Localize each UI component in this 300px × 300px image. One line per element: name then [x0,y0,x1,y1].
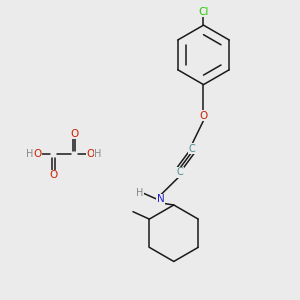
Text: Cl: Cl [198,7,209,17]
Text: H: H [94,149,102,160]
Text: H: H [136,188,143,198]
Text: O: O [86,149,95,160]
Text: C: C [188,143,195,154]
Text: O: O [33,149,41,160]
Text: N: N [157,194,164,204]
Text: O: O [49,170,58,180]
Text: O: O [200,111,208,121]
Text: H: H [26,149,33,160]
Text: O: O [70,129,78,139]
Text: C: C [176,167,183,177]
